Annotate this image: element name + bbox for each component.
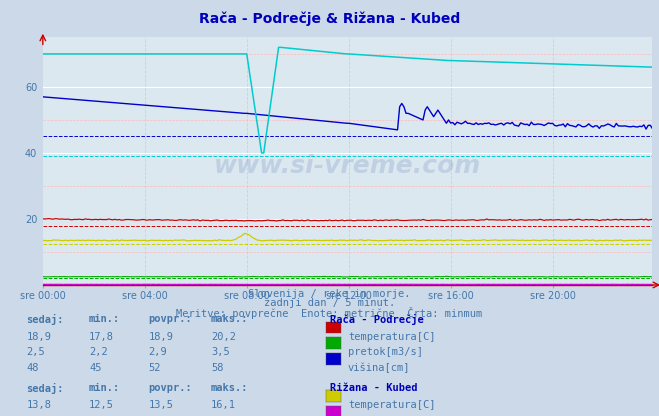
Text: povpr.:: povpr.: — [148, 314, 192, 324]
Text: 12,5: 12,5 — [89, 400, 114, 410]
Text: 18,9: 18,9 — [26, 332, 51, 342]
Text: pretok[m3/s]: pretok[m3/s] — [348, 347, 423, 357]
Text: Rača - Podrečje: Rača - Podrečje — [330, 314, 423, 325]
Text: Slovenija / reke in morje.: Slovenija / reke in morje. — [248, 289, 411, 299]
Text: 17,8: 17,8 — [89, 332, 114, 342]
Text: 2,5: 2,5 — [26, 347, 45, 357]
Text: sedaj:: sedaj: — [26, 383, 64, 394]
Text: 52: 52 — [148, 363, 161, 373]
Text: www.si-vreme.com: www.si-vreme.com — [214, 154, 481, 178]
Text: temperatura[C]: temperatura[C] — [348, 400, 436, 410]
Text: 58: 58 — [211, 363, 223, 373]
Text: sedaj:: sedaj: — [26, 314, 64, 325]
Text: povpr.:: povpr.: — [148, 383, 192, 393]
Text: Meritve: povprečne  Enote: metrične  Črta: minmum: Meritve: povprečne Enote: metrične Črta:… — [177, 307, 482, 319]
Text: 45: 45 — [89, 363, 101, 373]
Text: min.:: min.: — [89, 314, 120, 324]
Text: višina[cm]: višina[cm] — [348, 363, 411, 374]
Text: 13,8: 13,8 — [26, 400, 51, 410]
Text: temperatura[C]: temperatura[C] — [348, 332, 436, 342]
Text: maks.:: maks.: — [211, 314, 248, 324]
Text: 2,9: 2,9 — [148, 347, 167, 357]
Text: maks.:: maks.: — [211, 383, 248, 393]
Text: 18,9: 18,9 — [148, 332, 173, 342]
Text: 3,5: 3,5 — [211, 347, 229, 357]
Text: 16,1: 16,1 — [211, 400, 236, 410]
Text: zadnji dan / 5 minut.: zadnji dan / 5 minut. — [264, 298, 395, 308]
Text: min.:: min.: — [89, 383, 120, 393]
Text: 48: 48 — [26, 363, 39, 373]
Text: Rača - Podrečje & Rižana - Kubed: Rača - Podrečje & Rižana - Kubed — [199, 12, 460, 26]
Text: 2,2: 2,2 — [89, 347, 107, 357]
Text: 13,5: 13,5 — [148, 400, 173, 410]
Text: 20,2: 20,2 — [211, 332, 236, 342]
Text: Rižana - Kubed: Rižana - Kubed — [330, 383, 417, 393]
